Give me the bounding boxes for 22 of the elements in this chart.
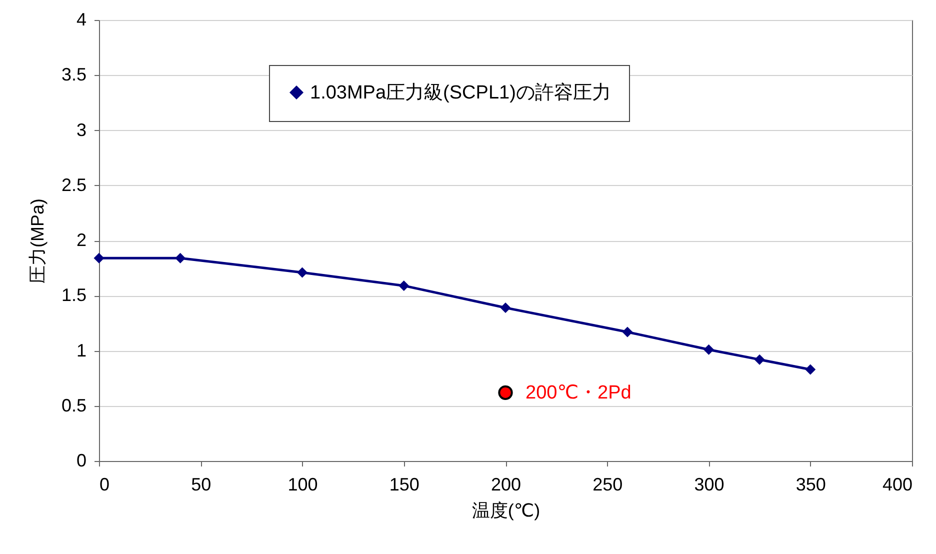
x-tick-label: 350 [796, 474, 826, 494]
y-tick-label: 0.5 [61, 395, 86, 416]
x-tick-label: 150 [389, 474, 420, 494]
y-tick-label: 1.5 [61, 285, 86, 306]
x-tick-label: 100 [288, 474, 318, 494]
y-tick-label: 0 [76, 450, 86, 470]
x-tick-label: 250 [592, 474, 623, 494]
legend-label: 1.03MPa圧力級(SCPL1)の許容圧力 [310, 82, 611, 104]
x-tick-label: 400 [882, 474, 912, 494]
y-tick-label: 1 [76, 340, 86, 360]
annotation: 200℃・2Pd [526, 382, 632, 404]
y-tick-label: 3 [76, 120, 86, 140]
y-tick-label: 2.5 [61, 174, 86, 195]
y-tick-label: 2 [76, 230, 86, 250]
x-tick-label: 0 [100, 474, 110, 494]
y-tick-label: 3.5 [61, 64, 86, 85]
y-axis-title: 圧力(MPa) [27, 198, 48, 284]
x-axis-title: 温度(℃) [472, 500, 540, 520]
x-tick-label: 300 [694, 474, 724, 494]
x-tick-label: 50 [191, 474, 212, 494]
x-tick-label: 200 [490, 474, 522, 494]
y-tick-label: 4 [76, 10, 86, 30]
